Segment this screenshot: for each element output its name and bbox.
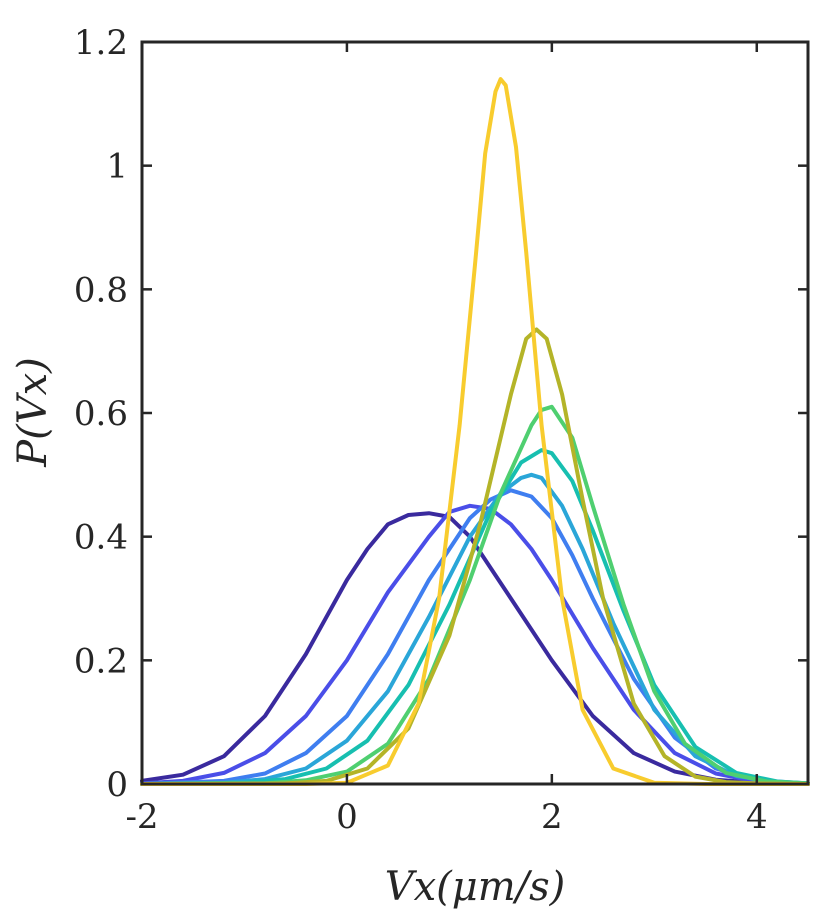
series-line-6	[140, 404, 810, 786]
series-line-3	[140, 488, 810, 786]
y-tick-label: 0	[106, 765, 128, 805]
y-tick-label: 0.4	[74, 518, 128, 558]
axes-layer	[140, 40, 810, 786]
series-line-7	[140, 327, 810, 786]
x-tick-label: -2	[125, 797, 158, 837]
x-axis-label: Vx(μm/s)	[385, 864, 566, 910]
plot-frame	[140, 40, 810, 786]
series-line-8	[140, 77, 810, 786]
x-tick-label: 2	[541, 797, 563, 837]
y-tick-label: 1.2	[74, 23, 128, 63]
y-tick-label: 0.8	[74, 270, 128, 310]
series-layer	[140, 77, 810, 786]
y-tick-label: 0.2	[74, 641, 128, 681]
y-tick-label: 0.6	[74, 394, 128, 434]
series-line-1	[140, 511, 810, 786]
tick-layer: -2 0 2 400.20.40.60.811.2	[74, 23, 808, 837]
y-axis-label: P(Vx)	[10, 357, 56, 468]
series-line-5	[140, 448, 810, 786]
y-tick-label: 1	[106, 147, 128, 187]
x-tick-label: 0	[336, 797, 358, 837]
x-tick-label: 4	[746, 797, 768, 837]
